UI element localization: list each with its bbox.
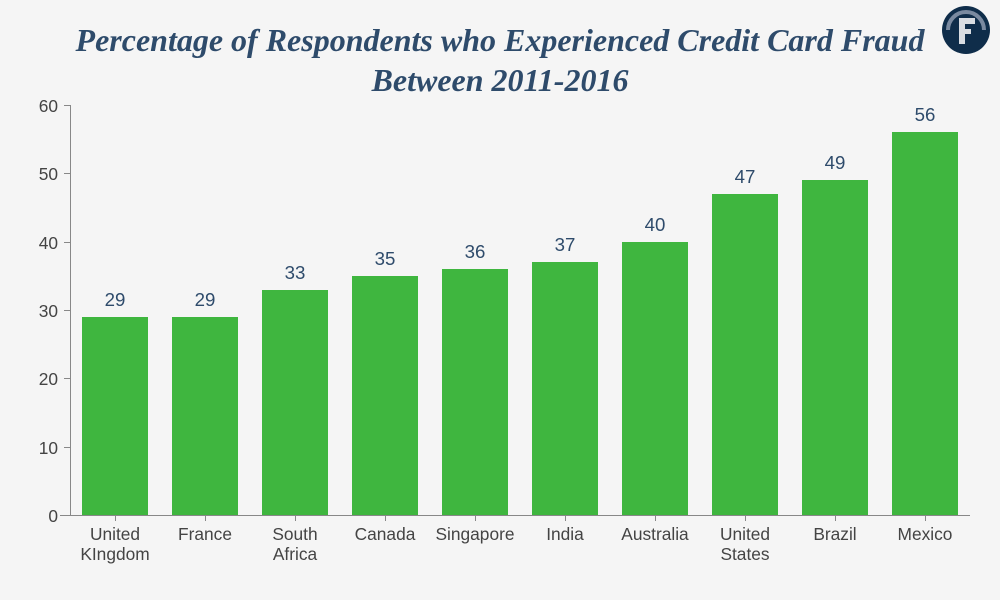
y-tick <box>64 378 70 379</box>
x-tick-label: India <box>521 525 609 545</box>
x-tick <box>115 515 116 521</box>
y-tick <box>64 310 70 311</box>
x-tick-label: UnitedKIngdom <box>71 525 159 565</box>
bar: 29 <box>172 317 239 515</box>
bar: 37 <box>532 262 599 515</box>
bar-value-label: 47 <box>712 166 779 188</box>
x-tick <box>295 515 296 521</box>
x-tick <box>835 515 836 521</box>
y-tick-label: 50 <box>18 164 58 185</box>
bar-value-label: 37 <box>532 234 599 256</box>
bar-value-label: 35 <box>352 248 419 270</box>
bar-value-label: 36 <box>442 241 509 263</box>
x-tick-label: Mexico <box>881 525 969 545</box>
bar: 56 <box>892 132 959 515</box>
bar: 35 <box>352 276 419 515</box>
bar: 33 <box>262 290 329 516</box>
x-tick <box>745 515 746 521</box>
bar: 40 <box>622 242 689 515</box>
x-tick-label: France <box>161 525 249 545</box>
y-axis-line <box>70 105 71 515</box>
x-tick-label: Canada <box>341 525 429 545</box>
bar-value-label: 40 <box>622 214 689 236</box>
plot-area: 010203040506029UnitedKIngdom29France33So… <box>70 105 970 515</box>
bar: 49 <box>802 180 869 515</box>
y-tick <box>64 105 70 106</box>
bar: 47 <box>712 194 779 515</box>
y-tick-label: 60 <box>18 96 58 117</box>
y-tick <box>64 447 70 448</box>
x-tick <box>385 515 386 521</box>
chart-stage: Percentage of Respondents who Experience… <box>0 0 1000 600</box>
x-tick <box>475 515 476 521</box>
y-tick-label: 10 <box>18 438 58 459</box>
y-tick <box>64 173 70 174</box>
chart-title: Percentage of Respondents who Experience… <box>0 20 1000 100</box>
bar: 29 <box>82 317 149 515</box>
x-tick <box>565 515 566 521</box>
x-tick <box>655 515 656 521</box>
x-axis-line <box>60 515 970 516</box>
bar-value-label: 49 <box>802 152 869 174</box>
bar-value-label: 29 <box>82 289 149 311</box>
y-tick-label: 0 <box>18 506 58 527</box>
y-tick <box>64 242 70 243</box>
bar-value-label: 33 <box>262 262 329 284</box>
x-tick-label: SouthAfrica <box>251 525 339 565</box>
y-tick-label: 30 <box>18 301 58 322</box>
y-tick-label: 40 <box>18 233 58 254</box>
x-tick <box>205 515 206 521</box>
chart-title-line1: Percentage of Respondents who Experience… <box>0 20 1000 60</box>
y-tick-label: 20 <box>18 369 58 390</box>
chart-title-line2: Between 2011-2016 <box>0 60 1000 100</box>
x-tick-label: Singapore <box>431 525 519 545</box>
bar: 36 <box>442 269 509 515</box>
x-tick <box>925 515 926 521</box>
bar-value-label: 56 <box>892 104 959 126</box>
y-tick <box>64 515 70 516</box>
bar-value-label: 29 <box>172 289 239 311</box>
x-tick-label: Australia <box>611 525 699 545</box>
x-tick-label: Brazil <box>791 525 879 545</box>
x-tick-label: UnitedStates <box>701 525 789 565</box>
